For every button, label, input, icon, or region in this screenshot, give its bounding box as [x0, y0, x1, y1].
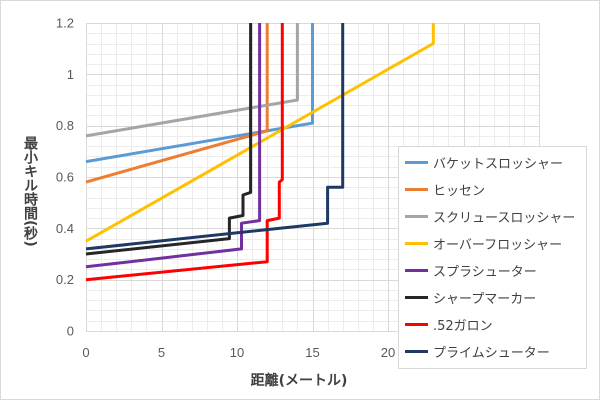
series-lines	[85, 23, 435, 282]
x-tick-label: 0	[82, 345, 89, 360]
series-line-4	[85, 23, 435, 243]
series-line-3	[85, 23, 299, 138]
legend-item: バケットスロッシャー	[399, 149, 586, 176]
series-line-2	[85, 23, 269, 184]
series-line-8	[85, 23, 345, 251]
legend-item: スプラシューター	[399, 257, 586, 284]
legend-swatch	[405, 161, 428, 164]
legend-label: スクリュースロッシャー	[433, 211, 576, 226]
x-tick-label: 5	[158, 345, 165, 360]
y-tick-label: 0.8	[56, 118, 74, 133]
legend-label: スプラシューター	[433, 265, 537, 280]
legend-swatch	[405, 350, 428, 353]
legend-item: オーバーフロッシャー	[399, 230, 586, 257]
legend-swatch	[405, 269, 428, 272]
y-tick-label: 0.2	[56, 272, 74, 287]
y-tick-label: 0.6	[56, 170, 74, 185]
series-line-5	[85, 23, 262, 269]
y-tick-label: 1.2	[56, 16, 74, 31]
legend-label: バケットスロッシャー	[433, 157, 564, 172]
x-tick-label: 20	[381, 345, 395, 360]
legend-item: ヒッセン	[399, 176, 586, 203]
legend-swatch	[405, 323, 428, 326]
legend-swatch	[405, 188, 428, 191]
legend-label: .52ガロン	[433, 319, 493, 334]
legend-item: .52ガロン	[399, 311, 586, 338]
x-axis-title: 距離(メートル)	[250, 373, 348, 389]
y-tick-label: 0	[67, 324, 74, 339]
legend-item: スクリュースロッシャー	[399, 203, 586, 230]
legend-swatch	[405, 215, 428, 218]
legend-label: オーバーフロッシャー	[433, 238, 563, 253]
series-line-1	[85, 23, 314, 164]
y-tick-label: 0.4	[56, 221, 74, 236]
y-axis-title: 最小キル時間(秒)	[22, 136, 38, 247]
legend-label: プライムシューター	[433, 346, 550, 361]
legend-label: シャープマーカー	[433, 292, 537, 307]
x-tick-label: 10	[230, 345, 244, 360]
series-line-6	[85, 23, 253, 256]
series-line-7	[85, 23, 284, 282]
legend-swatch	[405, 242, 428, 245]
legend-item: プライムシューター	[399, 338, 586, 365]
legend: バケットスロッシャー ヒッセンスクリュースロッシャー オーバーフロッシャー スプラシュ…	[398, 146, 587, 369]
legend-label: ヒッセン	[433, 184, 486, 199]
x-tick-label: 15	[305, 345, 319, 360]
legend-item: シャープマーカー	[399, 284, 586, 311]
y-tick-label: 1	[67, 67, 74, 82]
x-axis-tick-labels: 0 5 10 15 20	[82, 345, 395, 360]
y-axis-tick-labels: 0 0.2 0.4 0.6 0.8 1 1.2	[56, 16, 74, 339]
legend-swatch	[405, 296, 428, 299]
